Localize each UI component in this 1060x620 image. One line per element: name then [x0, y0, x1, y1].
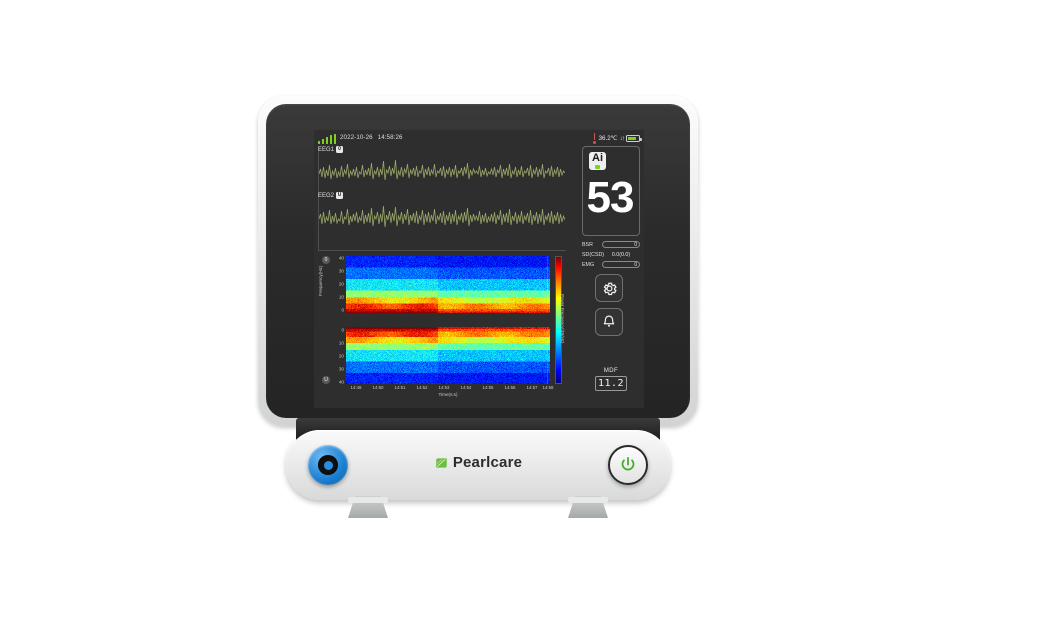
ai-index-box[interactable]: Ai 53 [582, 146, 640, 236]
spectrogram-y-axis-label: Frequency(Hz) [318, 265, 323, 296]
rotary-knob[interactable] [308, 445, 348, 485]
status-right-group: 36.2℃ ↓↑ [592, 133, 642, 145]
eeg1-label-text: EEG1 [318, 146, 335, 153]
ytick: 40 [338, 379, 344, 385]
xtick: 14:55 [482, 385, 494, 390]
eeg2-trace [319, 205, 565, 228]
monitor-screen: 2022-10-26 14:58:26 36.2℃ ↓↑ [314, 130, 644, 408]
xtick: 14:57 [526, 385, 538, 390]
gear-icon [603, 282, 617, 295]
xtick: 14:52 [416, 385, 428, 390]
ytick: 0 [341, 307, 344, 313]
ai-index-value: 53 [586, 173, 635, 222]
spectrogram-channel-divider [346, 313, 550, 327]
param-value-bsr: 0 [634, 241, 637, 248]
data-transfer-icon: ↓↑ [619, 135, 625, 142]
device-base: Pearlcare [286, 430, 670, 500]
eeg1-trace [319, 159, 565, 181]
spectrogram-x-axis-label: Time(s:s) [438, 392, 458, 397]
mdf-readout: MDF 11.2 [588, 368, 634, 391]
eeg2-label: EEG2 U [318, 192, 344, 199]
settings-button[interactable] [595, 274, 623, 302]
colorbar-label: Power Frequency(dB/Hz) [560, 294, 565, 344]
spectrogram-colorbar [555, 256, 562, 384]
patient-monitor-device: 2022-10-26 14:58:26 36.2℃ ↓↑ [258, 96, 698, 526]
param-bar-bsr: 0 [602, 241, 640, 248]
eeg1-label: EEG1 0 [318, 146, 344, 153]
status-bar: 2022-10-26 14:58:26 36.2℃ ↓↑ [318, 132, 642, 145]
eeg2-label-text: EEG2 [318, 192, 335, 199]
ytick: 30 [338, 366, 344, 372]
ai-badge-indicator [595, 164, 600, 169]
spectrogram-x-ticks: 14:49 14:50 14:51 14:52 14:53 14:54 14:5… [346, 385, 554, 393]
param-row-emg[interactable]: EMG 0 [582, 260, 640, 269]
temperature-value: 36.2℃ [598, 135, 618, 142]
signal-bars-icon [318, 134, 337, 144]
param-label-sd-csd: SD(CSD) [582, 251, 605, 258]
thermometer-icon [592, 133, 597, 144]
parameter-panel: Ai 53 BSR 0 SD(CSD) [582, 146, 640, 404]
spectrogram-channel2-badge: U [322, 376, 330, 384]
param-row-sd-csd[interactable]: SD(CSD) 0.0(0.0) [582, 250, 640, 259]
power-icon [621, 457, 635, 471]
spectrogram-channel1-badge: 0 [322, 256, 330, 264]
xtick: 14:49 [350, 385, 362, 390]
xtick: 14:56 [504, 385, 516, 390]
ytick: 0 [341, 327, 344, 333]
eeg2-chip: U [336, 192, 344, 199]
param-label-emg: EMG [582, 261, 595, 268]
param-bar-emg: 0 [602, 261, 640, 268]
monitor-bezel-inner: 2022-10-26 14:58:26 36.2℃ ↓↑ [266, 104, 690, 418]
ytick: 10 [338, 294, 344, 300]
brand-name: Pearlcare [452, 454, 523, 471]
spectrogram-y-ticks: 40 30 20 10 0 0 10 20 30 40 [331, 255, 344, 385]
ytick: 20 [338, 353, 344, 359]
xtick: 14:51 [394, 385, 406, 390]
param-row-bsr[interactable]: BSR 0 [582, 240, 640, 249]
alarm-button[interactable] [595, 308, 623, 336]
datetime-display: 2022-10-26 14:58:26 [340, 134, 403, 141]
param-value-emg: 0 [634, 261, 637, 268]
ytick: 30 [338, 268, 344, 274]
battery-icon [626, 134, 642, 143]
status-date: 2022-10-26 [340, 133, 373, 141]
eeg1-chip: 0 [336, 146, 344, 153]
ytick: 40 [338, 255, 344, 261]
leaf-icon [436, 457, 447, 468]
ytick: 20 [338, 281, 344, 287]
param-label-bsr: BSR [582, 241, 593, 248]
mdf-value: 11.2 [595, 376, 627, 391]
ai-badge: Ai [589, 152, 606, 170]
rotary-knob-inner [318, 455, 338, 475]
device-feet [258, 496, 698, 522]
ytick: 10 [338, 340, 344, 346]
status-time: 14:58:26 [377, 133, 403, 141]
spectrogram-heatmap [346, 256, 550, 384]
brand-logo: Pearlcare [286, 454, 670, 471]
param-value-sd-csd: 0.0(0.0) [611, 251, 631, 258]
xtick: 14:58 [542, 385, 554, 390]
power-button[interactable] [608, 445, 648, 485]
xtick: 14:50 [372, 385, 384, 390]
eeg-waveform-panel [318, 146, 566, 251]
mdf-label: MDF [603, 368, 619, 374]
ai-badge-text: Ai [592, 152, 603, 164]
bell-icon [603, 315, 615, 327]
xtick: 14:54 [460, 385, 472, 390]
spectrogram-panel: Frequency(Hz) 0 U 40 30 20 10 0 0 10 20 [318, 254, 580, 406]
xtick: 14:53 [438, 385, 450, 390]
monitor-bezel: 2022-10-26 14:58:26 36.2℃ ↓↑ [258, 96, 698, 426]
